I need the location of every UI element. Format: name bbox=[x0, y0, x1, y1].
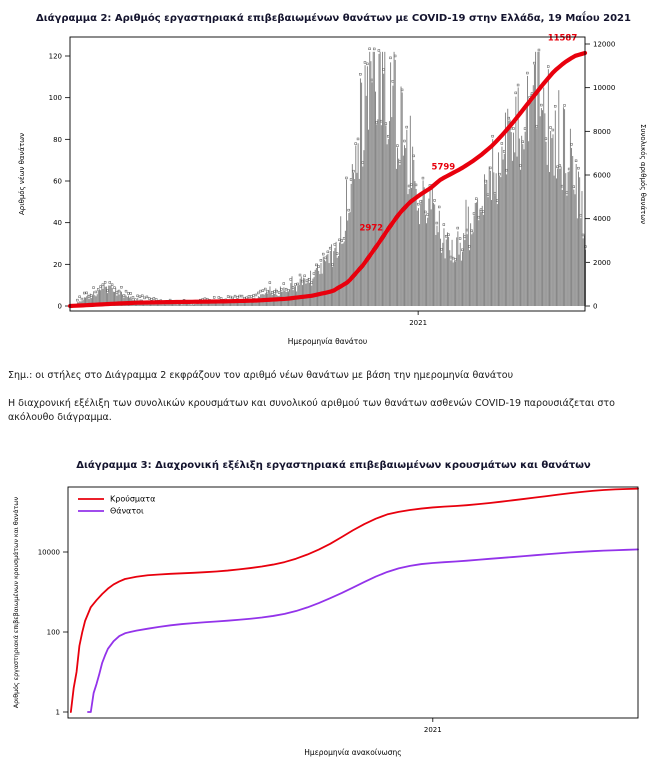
svg-text:10000: 10000 bbox=[593, 84, 615, 92]
svg-text:100: 100 bbox=[47, 629, 60, 637]
svg-text:Θάνατοι: Θάνατοι bbox=[110, 507, 144, 516]
svg-text:Συνολικός αριθμός θανάτων: Συνολικός αριθμός θανάτων bbox=[639, 124, 647, 224]
svg-text:12000: 12000 bbox=[593, 41, 615, 49]
svg-text:0: 0 bbox=[593, 303, 597, 311]
svg-text:100: 100 bbox=[49, 94, 62, 102]
figure2-deaths-bar-line-chart: 0 20 40 60 80 100 120 0 2000 4000 6000 8000 10000 120… bbox=[18, 34, 647, 346]
svg-text:60: 60 bbox=[53, 178, 62, 186]
paragraph-intro-diagram3: Η διαχρονική εξέλιξη των συνολικών κρουσ… bbox=[8, 398, 615, 423]
svg-text:1: 1 bbox=[56, 709, 60, 717]
svg-text:2972: 2972 bbox=[359, 224, 383, 234]
svg-text:Αριθμός νέων θανάτων: Αριθμός νέων θανάτων bbox=[18, 133, 26, 215]
figure3-title: Διάγραμμα 3: Διαχρονική εξέλιξη εργαστηρ… bbox=[76, 460, 591, 471]
svg-text:80: 80 bbox=[53, 136, 62, 144]
svg-text:8000: 8000 bbox=[593, 128, 611, 136]
svg-text:2021: 2021 bbox=[409, 319, 427, 327]
svg-text:11587: 11587 bbox=[548, 34, 578, 44]
svg-text:6000: 6000 bbox=[593, 172, 611, 180]
svg-text:2021: 2021 bbox=[424, 726, 442, 734]
svg-text:0: 0 bbox=[58, 303, 62, 311]
svg-text:Ημερομηνία θανάτου: Ημερομηνία θανάτου bbox=[288, 337, 368, 346]
note-diagram2: Σημ.: οι στήλες στο Διάγραμμα 2 εκφράζου… bbox=[8, 370, 514, 381]
svg-text:10000: 10000 bbox=[38, 549, 60, 557]
svg-text:2000: 2000 bbox=[593, 259, 611, 267]
svg-text:20: 20 bbox=[53, 261, 62, 269]
svg-text:120: 120 bbox=[49, 53, 62, 61]
svg-text:Ημερομηνία ανακοίνωσης: Ημερομηνία ανακοίνωσης bbox=[304, 748, 401, 757]
svg-text:5799: 5799 bbox=[432, 163, 456, 173]
svg-text:40: 40 bbox=[53, 219, 62, 227]
figure2-title: Διάγραμμα 2: Αριθμός εργαστηριακά επιβεβ… bbox=[36, 13, 631, 24]
figure3-cumulative-log-chart: 1 100 10000 2021 Αριθμός εργαστηριακά επιβεβ… bbox=[12, 486, 639, 757]
svg-text:Αριθμός εργαστηριακά επιβεβαιω: Αριθμός εργαστηριακά επιβεβαιωμένων κρου… bbox=[12, 496, 20, 708]
svg-text:Κρούσματα: Κρούσματα bbox=[110, 494, 155, 504]
svg-text:4000: 4000 bbox=[593, 215, 611, 223]
